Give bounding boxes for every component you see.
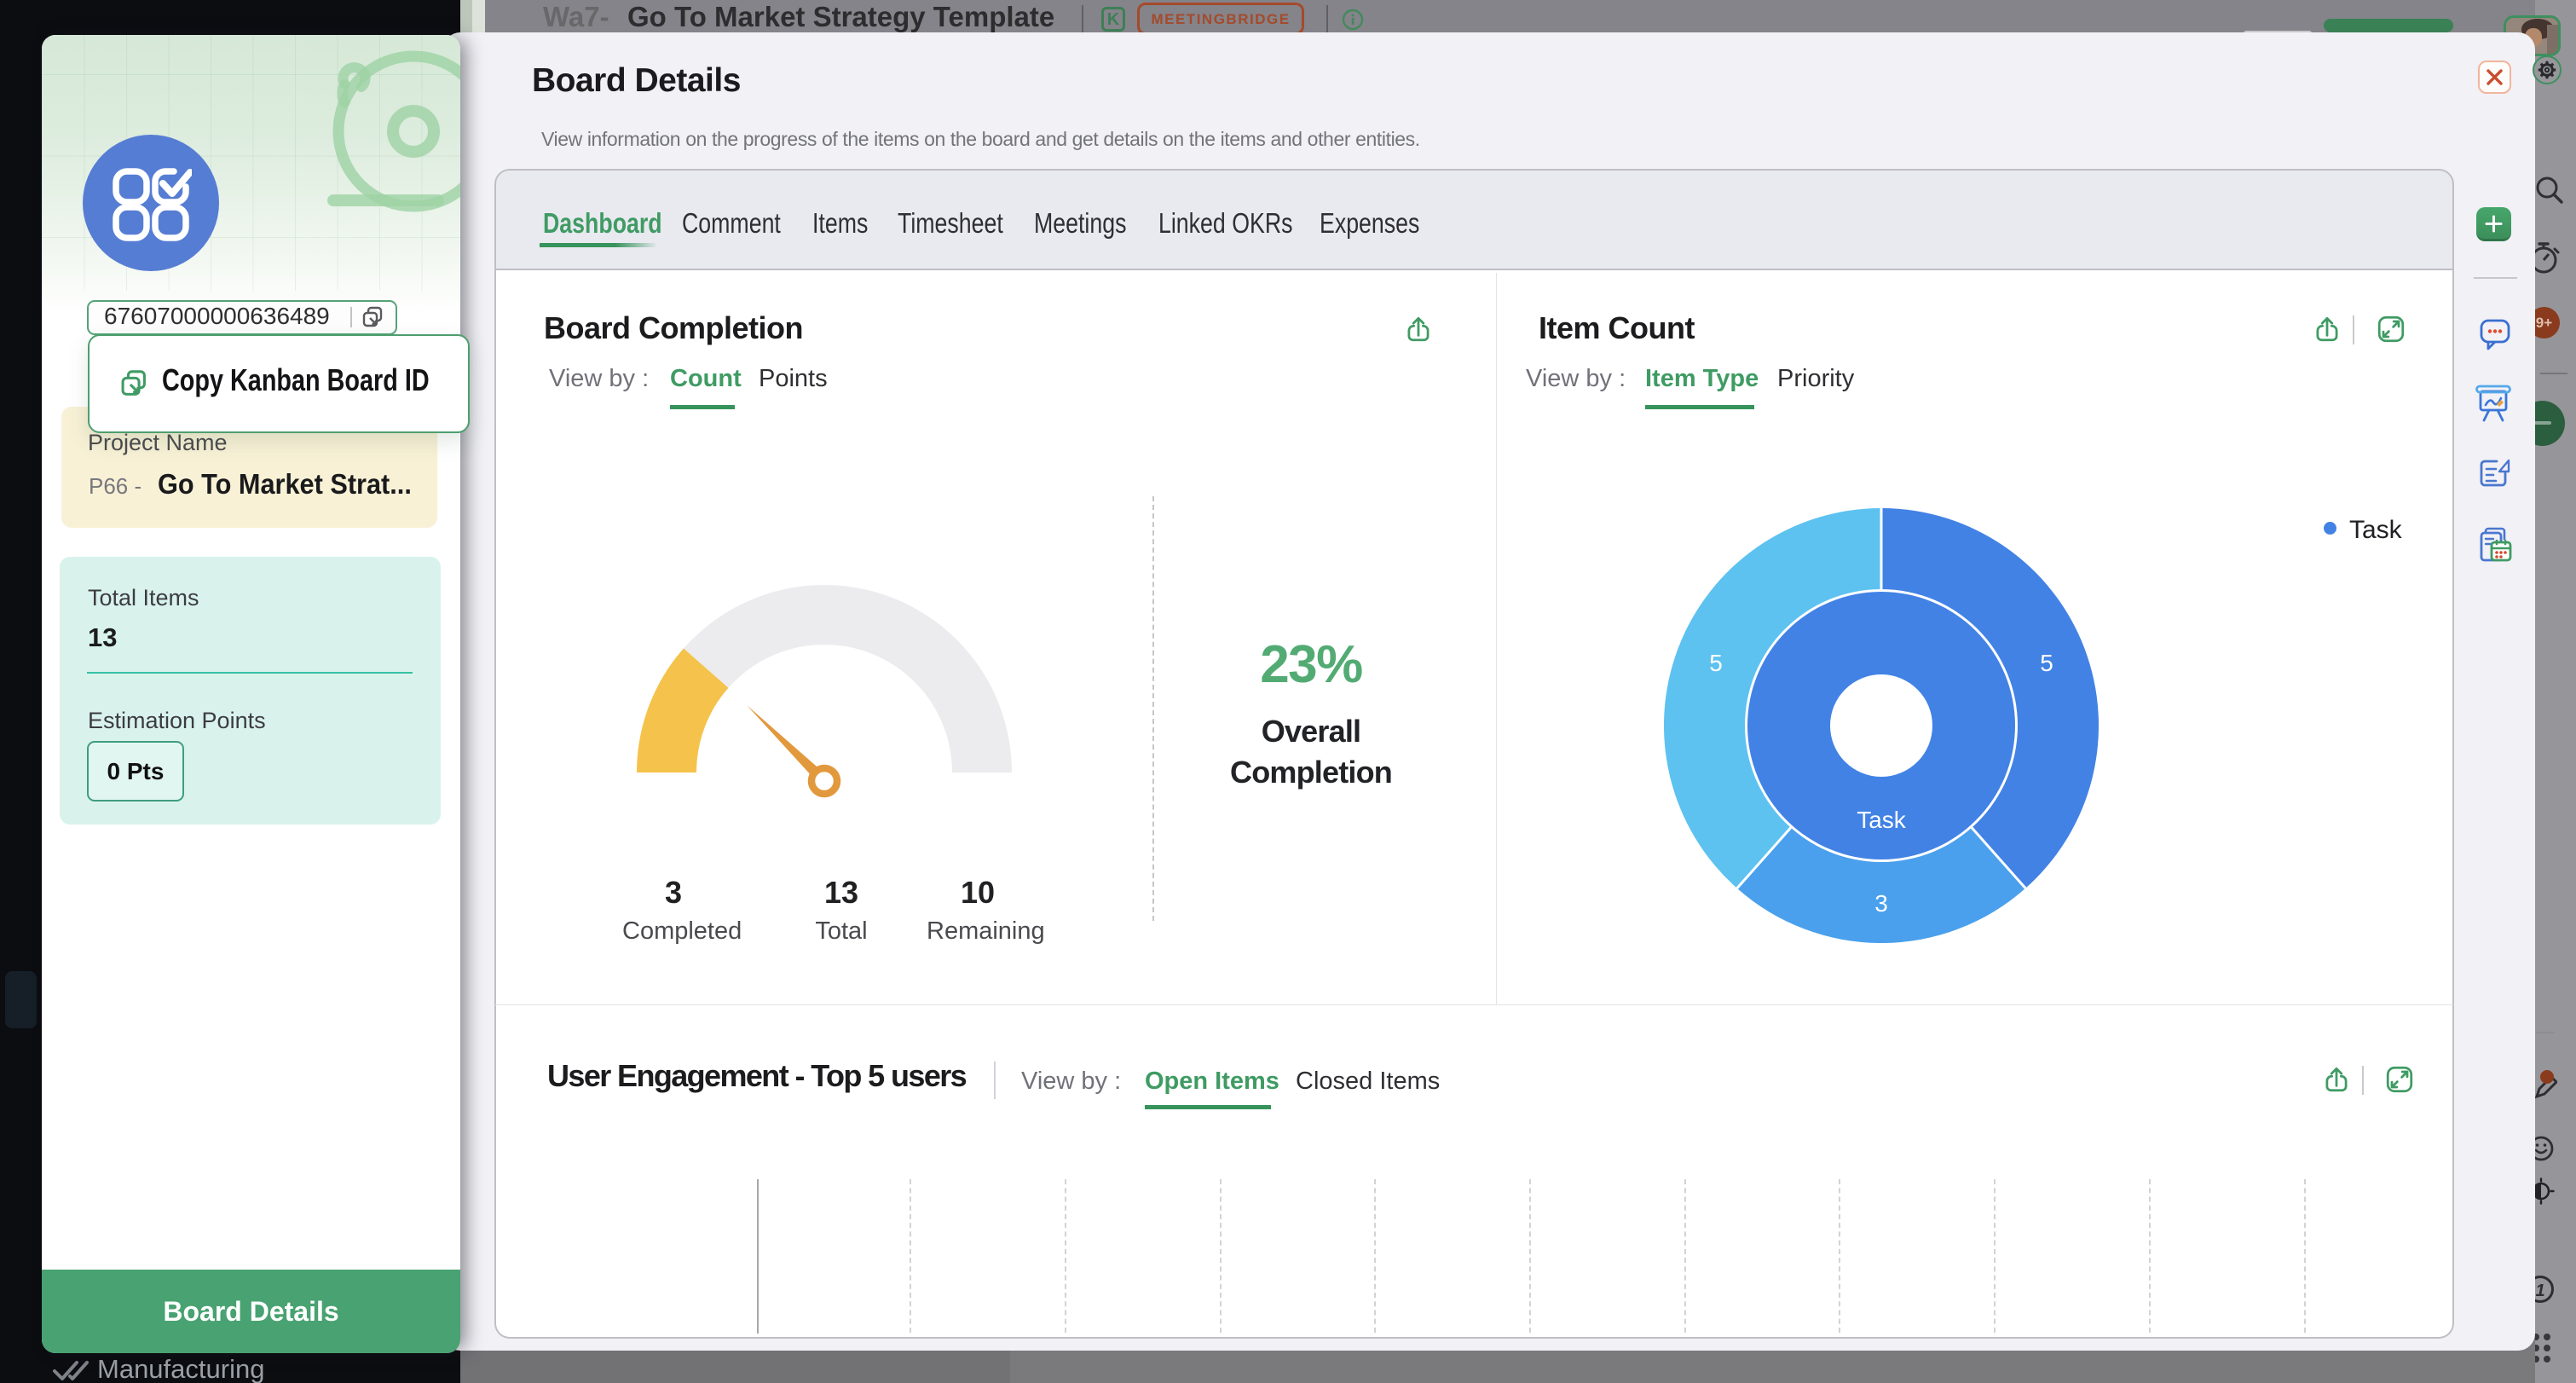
svg-text:Task: Task — [1857, 807, 1907, 833]
svg-text:3: 3 — [1874, 890, 1888, 917]
svg-text:5: 5 — [2040, 650, 2053, 676]
svg-text:5: 5 — [1709, 650, 1723, 676]
